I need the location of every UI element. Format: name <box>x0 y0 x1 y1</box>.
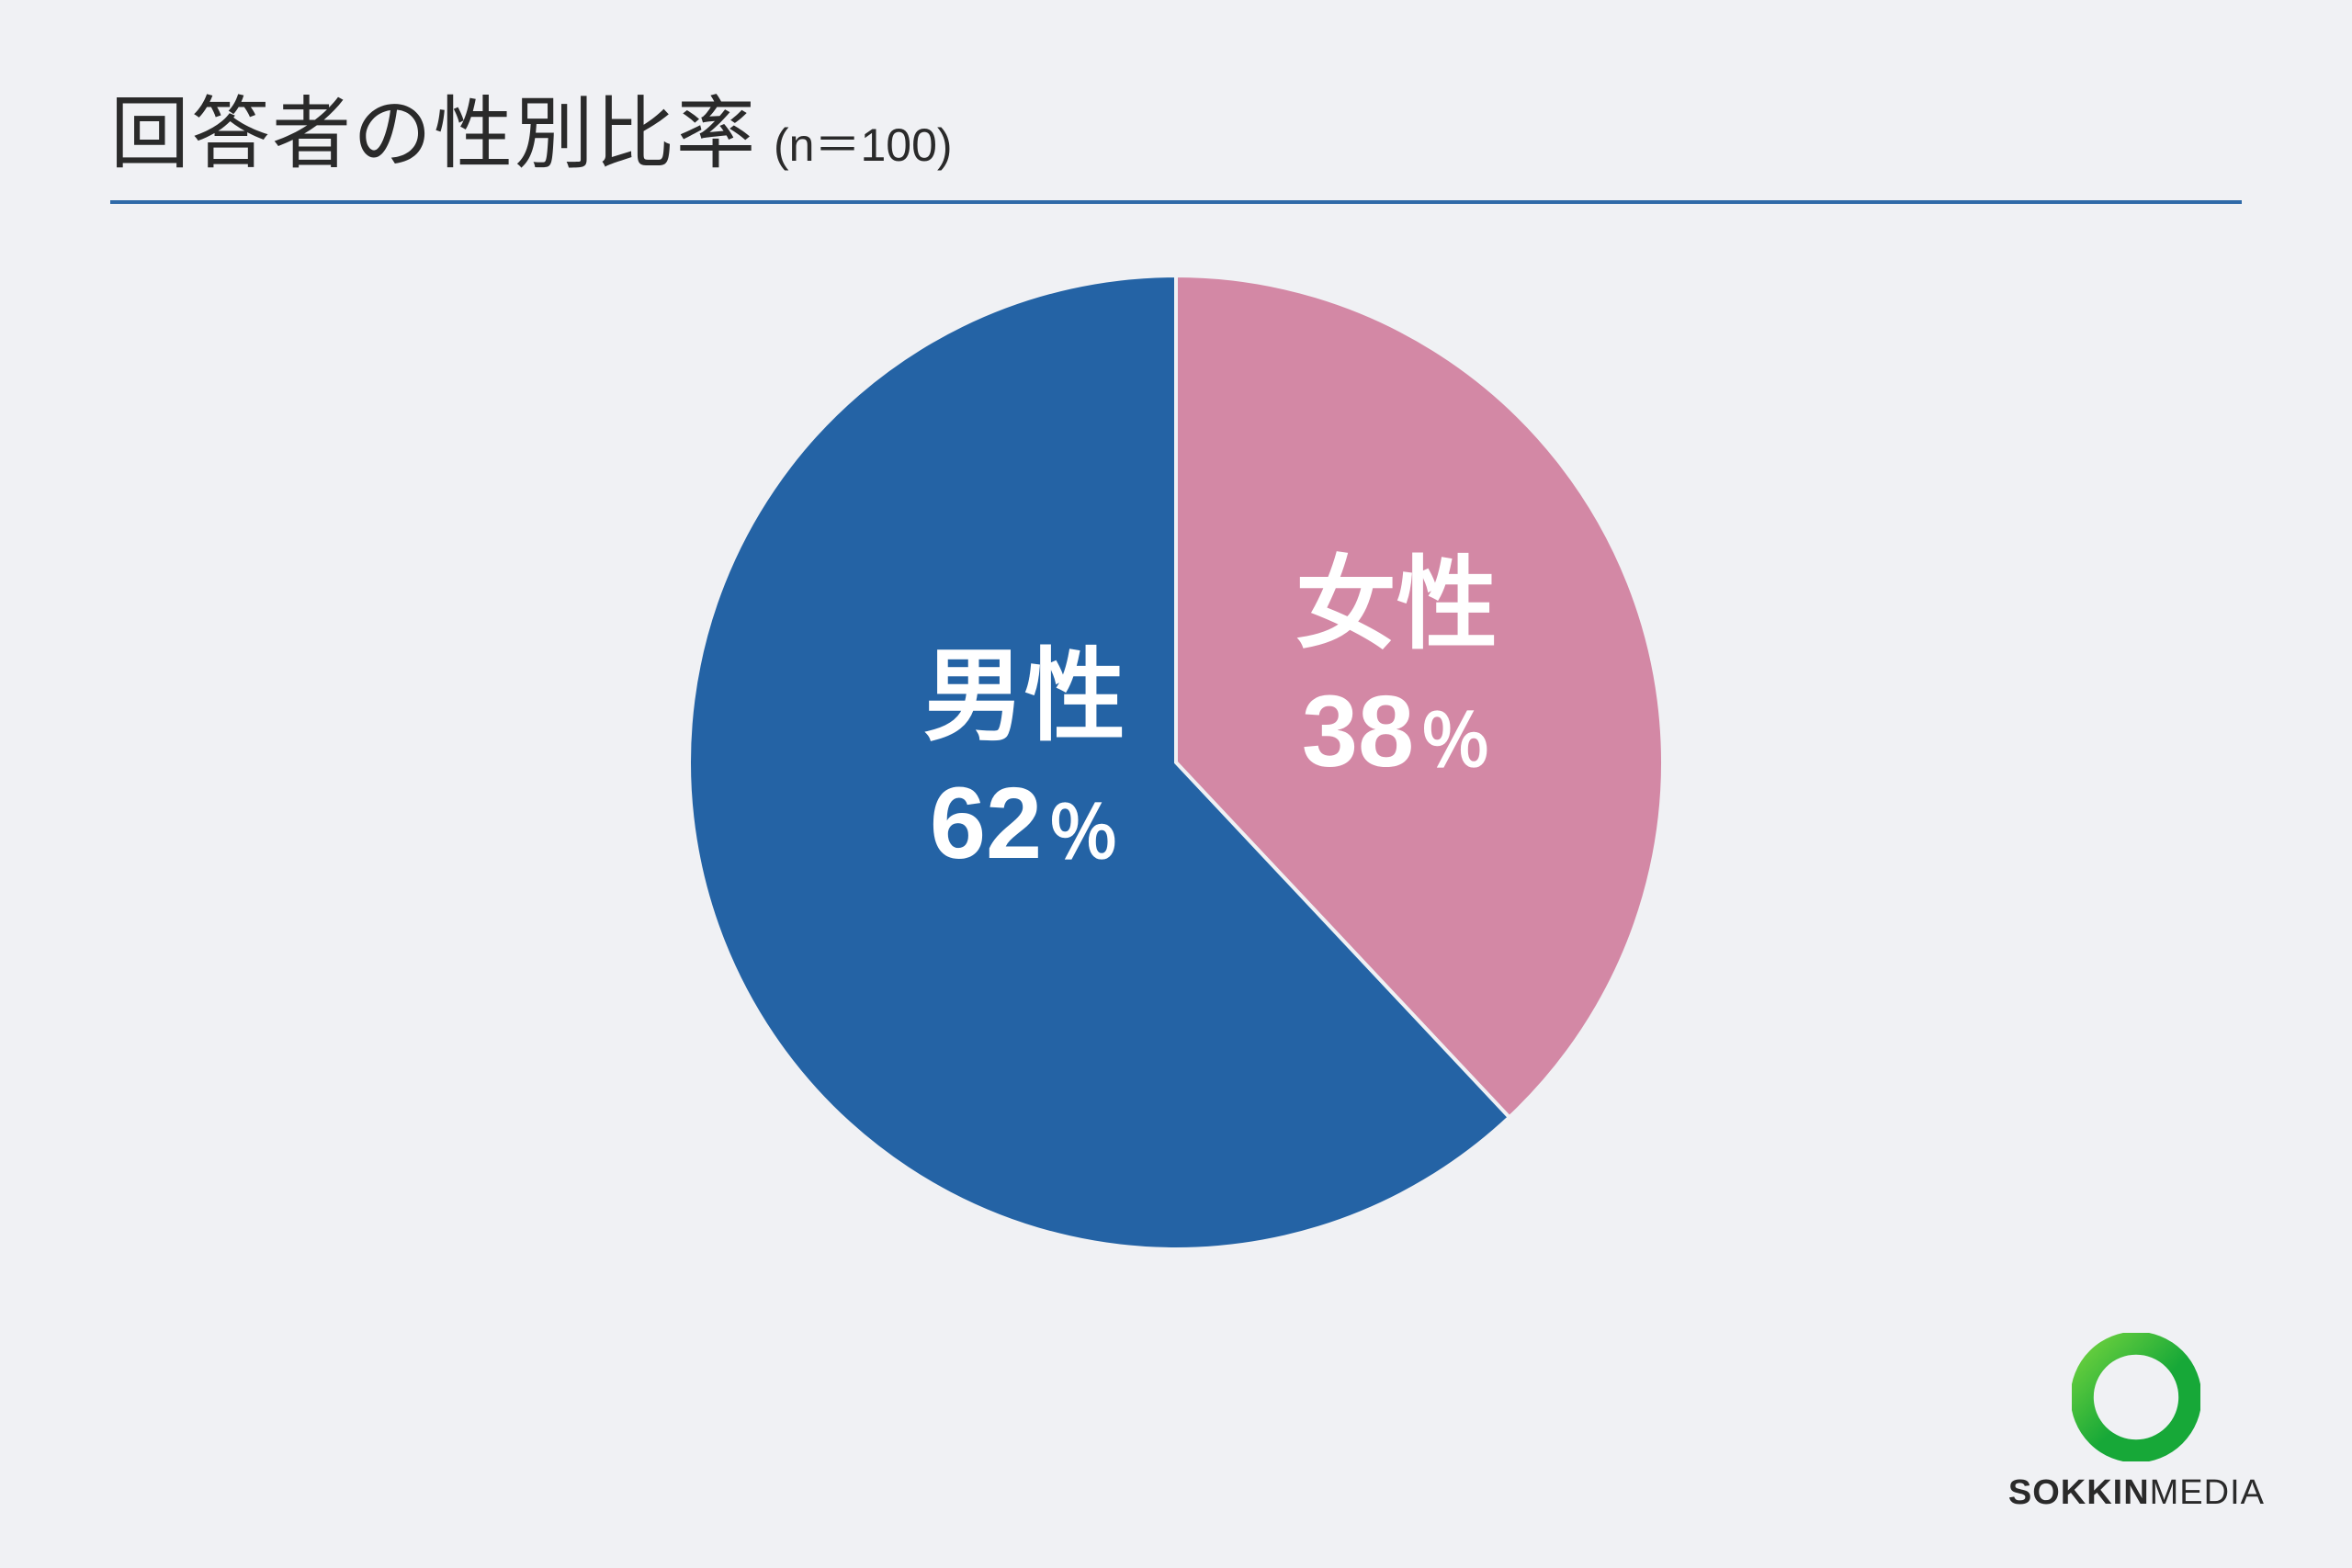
slice-percent-symbol: ％ <box>1047 793 1119 874</box>
pie-chart: 女性38％男性62％ <box>689 276 1663 1249</box>
brand-logo: SOKKINMEDIA <box>2008 1333 2265 1513</box>
slice-value-row: 62％ <box>923 761 1125 887</box>
chart-title: 回答者の性別比率 <box>110 69 757 184</box>
chart-subtitle: (n＝100) <box>774 108 953 175</box>
logo-text-part2: MEDIA <box>2150 1473 2265 1512</box>
pie-slice-label: 女性38％ <box>1295 542 1498 795</box>
slice-value: 38 <box>1302 675 1414 788</box>
slice-value: 62 <box>930 767 1042 880</box>
slice-value-row: 38％ <box>1295 669 1498 795</box>
logo-ring-icon <box>2072 1333 2200 1461</box>
pie-svg <box>689 276 1663 1249</box>
chart-header: 回答者の性別比率 (n＝100) <box>110 69 2242 204</box>
slice-name: 男性 <box>923 634 1125 761</box>
slice-name: 女性 <box>1295 542 1498 669</box>
title-row: 回答者の性別比率 (n＝100) <box>110 69 2242 204</box>
slice-percent-symbol: ％ <box>1419 701 1491 782</box>
logo-text: SOKKINMEDIA <box>2008 1473 2265 1513</box>
pie-slice-label: 男性62％ <box>923 634 1125 886</box>
logo-text-part1: SOKKIN <box>2008 1473 2150 1512</box>
